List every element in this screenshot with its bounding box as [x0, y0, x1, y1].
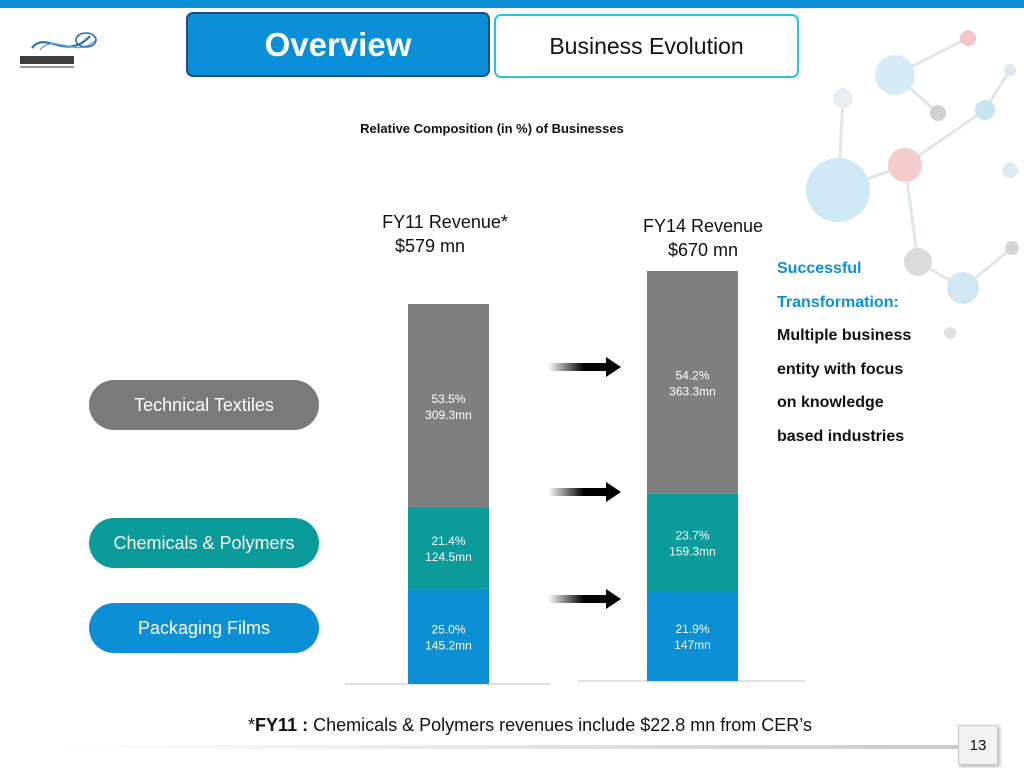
- side-note: Successful Transformation: Multiple busi…: [777, 252, 957, 453]
- legend-chemicals-polymers: Chemicals & Polymers: [89, 518, 319, 568]
- bar-data-label: 309.3mn: [425, 408, 472, 422]
- fy14-total: $670 mn: [667, 240, 739, 260]
- tab-overview[interactable]: Overview: [186, 12, 490, 77]
- transition-arrow: [548, 357, 621, 377]
- fy14-header: FY14 Revenue $670 mn: [618, 214, 788, 262]
- bar-segment: [408, 588, 489, 684]
- footnote: *FY11 : Chemicals & Polymers revenues in…: [0, 715, 1024, 736]
- side-note-line: on knowledge: [777, 394, 884, 411]
- transition-arrow: [548, 482, 621, 502]
- side-note-line: based industries: [777, 427, 905, 445]
- bar-data-label: 21.4%: [431, 534, 465, 548]
- bar-segment: [647, 271, 738, 494]
- legend-packaging-films: Packaging Films: [89, 603, 319, 653]
- side-note-line: Multiple business: [777, 327, 912, 344]
- side-note-line: Successful: [777, 260, 862, 277]
- bar-segment: [647, 591, 738, 681]
- bar-data-label: 363.3mn: [669, 384, 716, 398]
- side-note-line: entity with focus: [777, 360, 904, 378]
- fy14-label: FY14 Revenue: [642, 216, 764, 236]
- bar-data-label: 53.5%: [431, 392, 465, 406]
- fy11-total: $579 mn: [394, 236, 466, 256]
- transition-arrow: [548, 589, 621, 609]
- side-note-line: Transformation:: [777, 293, 899, 311]
- footnote-text: Chemicals & Polymers revenues include $2…: [308, 715, 812, 735]
- bar-segment: [408, 304, 489, 508]
- bar-data-label: 21.9%: [675, 622, 709, 636]
- footnote-bold: FY11 :: [255, 715, 309, 735]
- footer-line: [60, 745, 960, 749]
- tab-business-evolution[interactable]: Business Evolution: [494, 14, 799, 78]
- bar-segment: [647, 493, 738, 592]
- bar-data-label: 124.5mn: [425, 550, 472, 564]
- bar-segment: [408, 507, 489, 589]
- fy11-header: FY11 Revenue* $579 mn: [360, 210, 530, 258]
- chart-title: Relative Composition (in %) of Businesse…: [360, 121, 624, 136]
- bar-data-label: 159.3mn: [669, 544, 716, 558]
- legend-technical-textiles: Technical Textiles: [89, 380, 319, 430]
- bar-data-label: 54.2%: [675, 368, 709, 382]
- bar-data-label: 145.2mn: [425, 638, 472, 652]
- fy11-label: FY11 Revenue*: [382, 212, 508, 232]
- top-accent-bar: [0, 0, 1024, 8]
- footnote-prefix: *: [248, 715, 256, 735]
- bar-data-label: 25.0%: [431, 622, 465, 636]
- srf-logo: [20, 32, 97, 68]
- bar-data-label: 147mn: [674, 638, 711, 652]
- bar-data-label: 23.7%: [675, 528, 709, 542]
- page-number: 13: [958, 725, 998, 765]
